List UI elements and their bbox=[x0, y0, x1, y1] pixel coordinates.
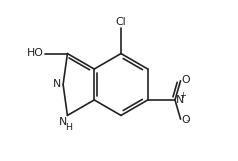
Text: N: N bbox=[53, 79, 61, 89]
Text: O: O bbox=[181, 75, 190, 85]
Text: O: O bbox=[181, 114, 190, 124]
Text: HO: HO bbox=[27, 47, 44, 58]
Text: +: + bbox=[179, 91, 186, 100]
Text: H: H bbox=[65, 123, 72, 132]
Text: N: N bbox=[176, 95, 184, 105]
Text: Cl: Cl bbox=[116, 17, 126, 27]
Text: N: N bbox=[58, 117, 67, 127]
Text: ⁻: ⁻ bbox=[185, 118, 190, 127]
